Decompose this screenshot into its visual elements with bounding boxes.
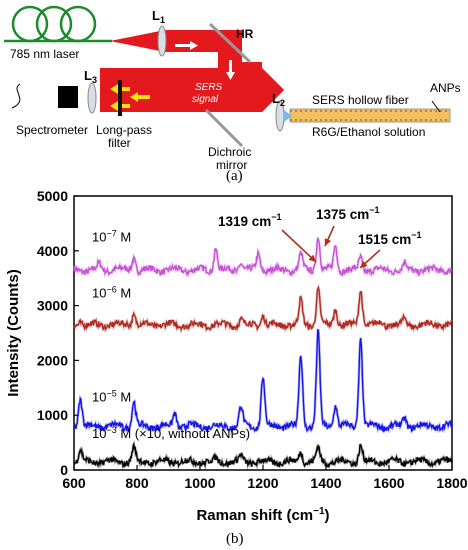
- series-line: [73, 329, 453, 433]
- raman-chart: 0 1000 2000 3000 4000 5000 600 800 1000 1200 1400…: [5, 188, 468, 524]
- y-tick-label: 2000: [37, 352, 68, 368]
- anps-label: ANPs: [430, 81, 461, 95]
- laser-label: 785 nm laser: [10, 47, 79, 61]
- y-tick-label: 4000: [37, 243, 68, 259]
- series-line: [73, 285, 453, 333]
- fiber-label: SERS hollow fiber: [312, 93, 409, 107]
- dichroic-label-2: mirror: [216, 158, 247, 172]
- setup-diagram: 785 nm laser SERS signal HR Di: [4, 5, 461, 172]
- dichroic-label-1: Dichroic: [208, 145, 251, 159]
- lens1-icon: [157, 25, 167, 57]
- dichroic-mirror-icon: [204, 108, 244, 148]
- sers-signal-label-1: SERS: [195, 82, 223, 93]
- series-line: [73, 237, 453, 277]
- series-halo: [73, 439, 454, 471]
- x-tick-label: 600: [62, 475, 86, 491]
- series-label: 10−3 M (×10, without ANPs): [92, 425, 250, 441]
- spectrometer-label: Spectrometer: [16, 123, 88, 137]
- annotation-arrowhead: [360, 260, 368, 268]
- hollow-fiber-icon: [284, 108, 451, 123]
- sers-signal-label-2: signal: [192, 94, 219, 105]
- x-tick-label: 1000: [184, 475, 215, 491]
- lens1-label: L1: [152, 8, 165, 25]
- hr-mirror-icon: [208, 22, 252, 64]
- peak-annotation: 1515 cm−1: [358, 230, 422, 247]
- annotation-arrowhead: [308, 254, 316, 262]
- x-axis: 600 800 1000 1200 1400 1600 1800: [62, 465, 468, 491]
- annotation-arrowhead: [324, 238, 332, 246]
- series-label: 10−6 M: [92, 284, 131, 300]
- x-tick-label: 1800: [436, 475, 467, 491]
- y-tick-label: 1000: [37, 407, 68, 423]
- fiber-coil-icon: [4, 5, 112, 43]
- y-axis-label: Intensity (Counts): [5, 269, 22, 397]
- anps-pointer: [431, 100, 441, 113]
- x-tick-label: 1200: [247, 475, 278, 491]
- y-tick-label: 5000: [37, 188, 68, 204]
- spectrometer-icon: [58, 86, 78, 108]
- lens3-icon: [87, 82, 97, 114]
- solution-label: R6G/Ethanol solution: [312, 125, 425, 139]
- x-tick-label: 800: [125, 475, 149, 491]
- hr-label: HR: [236, 27, 254, 41]
- annotation-arrow: [281, 229, 317, 263]
- lens3-label: L3: [84, 68, 97, 85]
- series-label: 10−7 M: [92, 228, 131, 244]
- y-tick-label: 0: [60, 462, 68, 478]
- peak-annotation: 1375 cm−1: [316, 205, 380, 222]
- panel-b-caption: (b): [226, 531, 244, 547]
- peak-annotation: 1319 cm−1: [218, 212, 282, 229]
- peak-annotations: 1319 cm−1 1375 cm−1 1515 cm−1: [218, 205, 422, 269]
- x-tick-label: 1600: [373, 475, 404, 491]
- series-group: [72, 237, 454, 471]
- longpass-label-2: filter: [108, 136, 131, 150]
- x-tick-label: 1400: [310, 475, 341, 491]
- x-axis-label: Raman shift (cm−1): [196, 506, 329, 524]
- panel-a-caption: (a): [226, 168, 243, 184]
- series-label: 10−5 M: [92, 389, 131, 405]
- series-labels: 10−7 M 10−6 M 10−5 M 10−3 M (×10, without A…: [92, 228, 250, 441]
- spectrometer-cable-icon: [11, 83, 21, 109]
- lens2-label: L2: [272, 91, 285, 108]
- series-line: [73, 441, 453, 468]
- y-axis: 0 1000 2000 3000 4000 5000: [37, 188, 79, 478]
- y-tick-label: 3000: [37, 298, 68, 314]
- beam-arrows-icon: [175, 41, 235, 80]
- longpass-label-1: Long-pass: [96, 123, 152, 137]
- long-pass-filter-icon: [118, 80, 122, 116]
